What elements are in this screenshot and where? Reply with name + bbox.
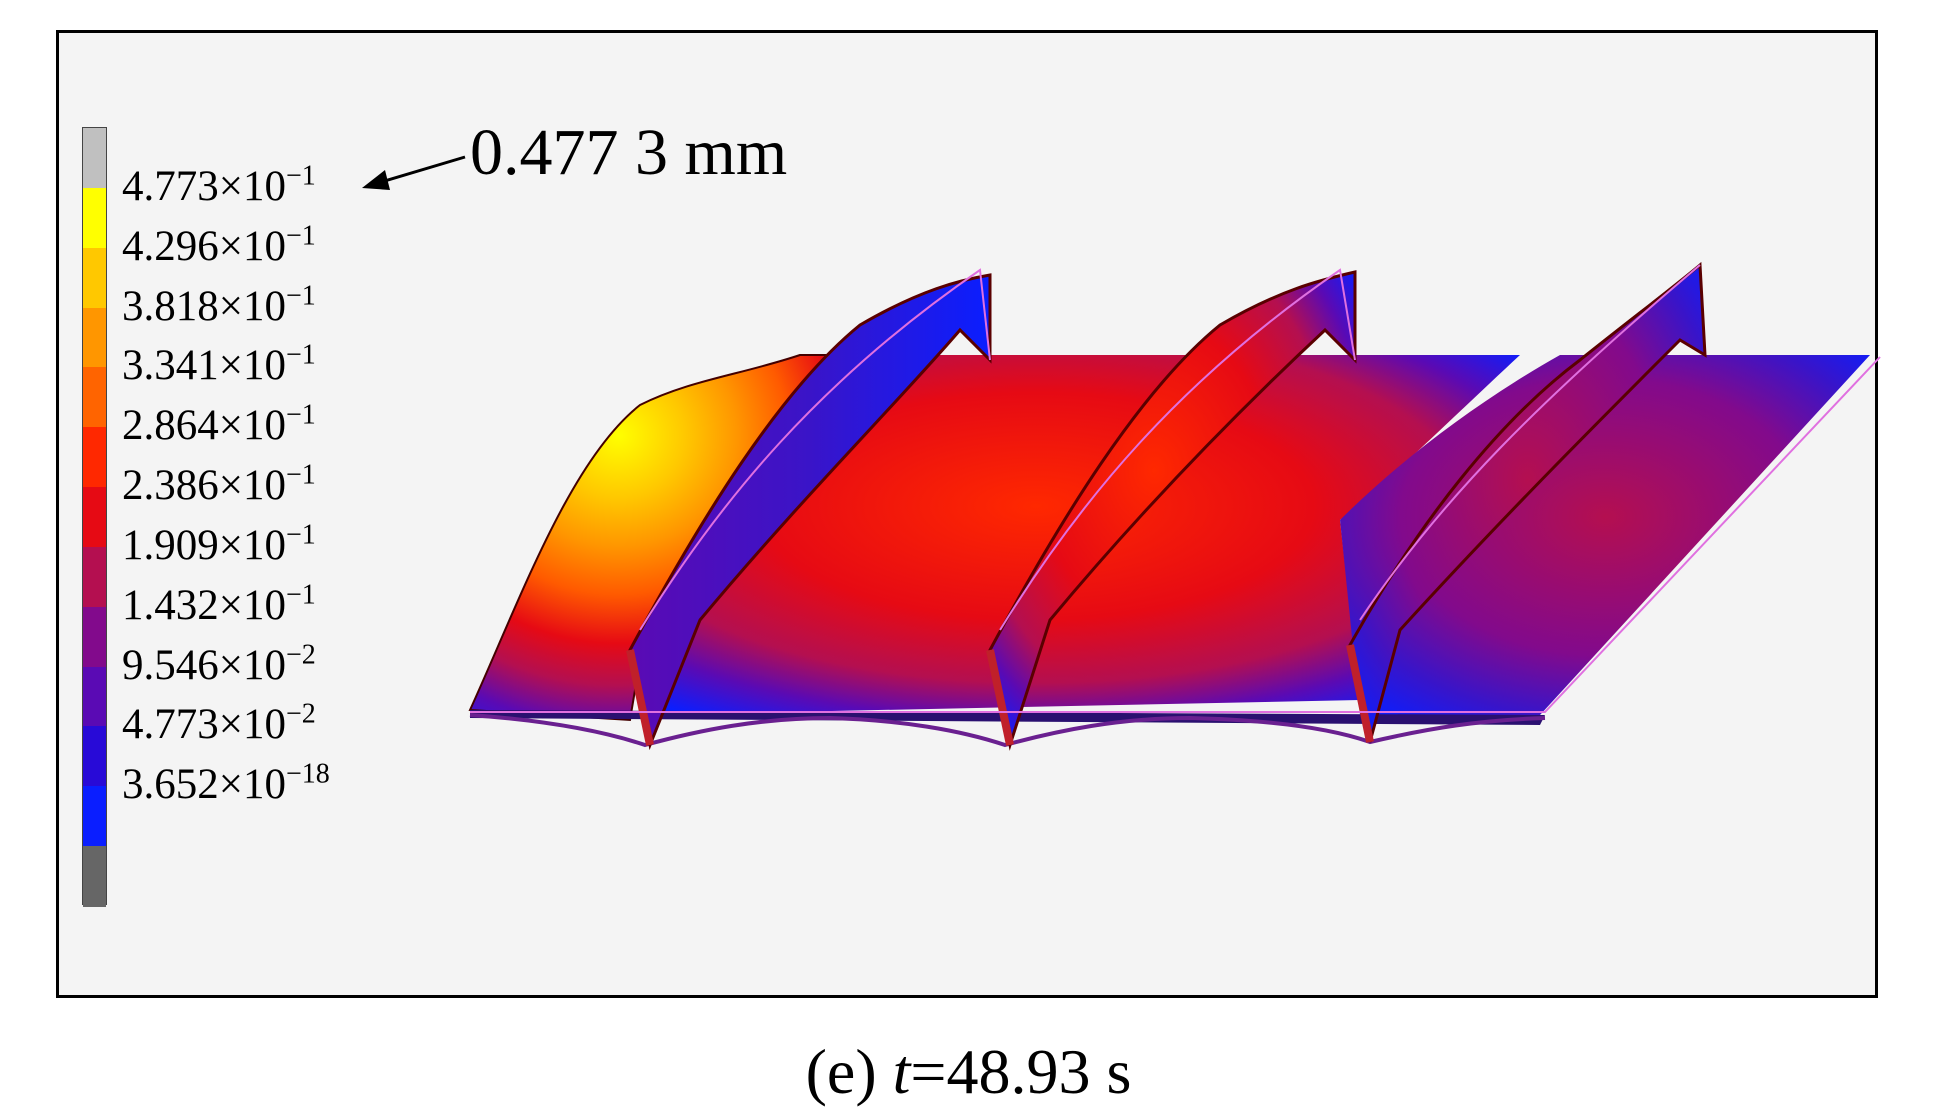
arrow-head — [362, 170, 390, 190]
legend-tick-label: 9.546×10−2 — [122, 639, 316, 689]
undeformed-outline — [470, 264, 1881, 713]
legend-swatch — [83, 187, 106, 249]
legend-tick-label: 2.864×10−1 — [122, 399, 316, 450]
legend-tick-label: 1.432×10−1 — [122, 579, 316, 629]
rib-3 — [1348, 261, 1707, 743]
caption-value: =48.93 s — [910, 1036, 1132, 1107]
annotation-arrow — [377, 155, 466, 185]
legend-swatch — [83, 786, 106, 848]
legend-swatch — [83, 367, 106, 429]
max-value-annotation: 0.477 3 mm — [470, 116, 788, 189]
legend-tick-label: 3.652×10−18 — [122, 758, 330, 809]
legend-swatch — [83, 128, 106, 189]
legend-tick-label: 2.386×10−1 — [122, 459, 316, 510]
legend-swatch — [83, 247, 106, 309]
legend-tick-label: 3.341×10−1 — [122, 340, 316, 390]
legend-swatch — [83, 606, 106, 668]
legend-tick-label: 1.909×10−1 — [122, 519, 316, 569]
legend-swatch — [83, 427, 106, 489]
legend-tick-label: 3.818×10−1 — [122, 280, 316, 330]
panel-right — [1340, 355, 1870, 715]
legend-swatch — [83, 546, 106, 608]
caption-label: (e) — [805, 1036, 893, 1107]
legend-swatch — [83, 487, 106, 548]
legend-swatch — [83, 307, 106, 369]
caption-variable: t — [892, 1036, 911, 1107]
figure-caption: (e) t=48.93 s — [0, 1040, 1937, 1104]
legend-swatch — [83, 726, 106, 788]
legend-swatch — [83, 846, 106, 907]
color-legend-bar — [82, 127, 107, 907]
legend-tick-label: 4.296×10−1 — [122, 220, 316, 270]
legend-tick-label: 4.773×10−2 — [122, 699, 316, 749]
legend-tick-label: 4.773×10−1 — [122, 160, 316, 210]
rib-1 — [628, 273, 992, 751]
rib-2 — [988, 270, 1357, 751]
legend-swatch — [83, 666, 106, 728]
